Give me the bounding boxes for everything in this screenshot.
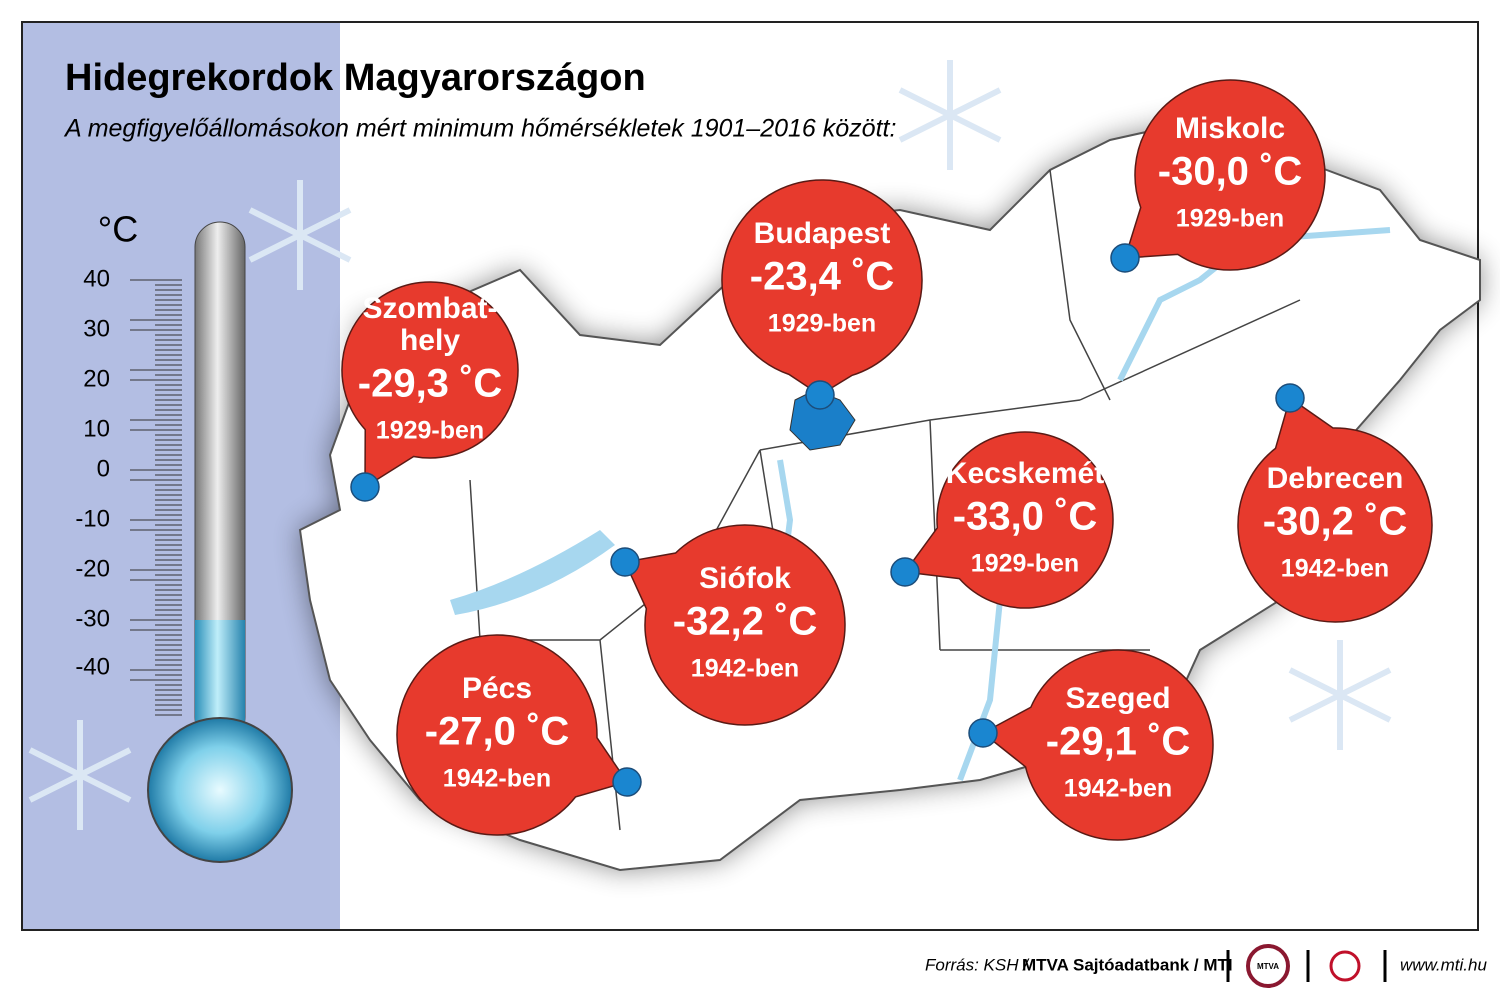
logo xyxy=(1246,944,1290,988)
city-name: Pécs xyxy=(462,672,532,705)
station-dot xyxy=(610,547,640,577)
bubble xyxy=(396,634,629,836)
tick-marks xyxy=(130,279,182,716)
city-marker: Szeged -29,1 ˚C 1942-ben xyxy=(968,649,1214,841)
title: Hidegrekordok Magyarországon xyxy=(65,57,646,99)
station-dot xyxy=(968,718,998,748)
city-name: Budapest xyxy=(754,217,891,250)
source-prefix: Forrás: KSH / xyxy=(925,955,1030,974)
scale-label: -10 xyxy=(75,505,110,532)
year: 1942-ben xyxy=(691,655,799,683)
bubble xyxy=(1237,396,1433,623)
city-marker: Budapest -23,4 ˚C 1929-ben xyxy=(721,179,923,410)
city-marker: Debrecen -30,2 ˚C 1942-ben xyxy=(1237,383,1433,623)
city-marker: Siófok -32,2 ˚C 1942-ben xyxy=(610,524,846,726)
year: 1942-ben xyxy=(1064,775,1172,803)
year: 1929-ben xyxy=(768,310,876,338)
city-name: Kecskemét xyxy=(946,457,1104,490)
city-name: hely xyxy=(400,324,460,357)
city-name: Szeged xyxy=(1065,682,1170,715)
year: 1929-ben xyxy=(376,417,484,445)
station-dot xyxy=(1110,243,1140,273)
bubble xyxy=(721,179,923,396)
temperature: -29,3 ˚C xyxy=(358,362,503,406)
mti-logo xyxy=(1329,950,1361,982)
year: 1942-ben xyxy=(1281,555,1389,583)
bubble xyxy=(623,524,846,726)
scale-label: -40 xyxy=(75,653,110,680)
year: 1929-ben xyxy=(971,550,1079,578)
bubble xyxy=(903,431,1114,609)
year: 1942-ben xyxy=(443,765,551,793)
city-name: Szombat- xyxy=(363,292,498,325)
scale-label: 30 xyxy=(83,315,110,342)
source-main: MTVA Sajtóadatbank / MTI xyxy=(1022,955,1233,974)
subtitle: A megfigyelőállomásokon mért minimum hőm… xyxy=(63,115,896,143)
thermometer-bulb xyxy=(147,717,293,863)
scale-label: 20 xyxy=(83,365,110,392)
temperature: -30,2 ˚C xyxy=(1263,500,1408,544)
balaton xyxy=(450,530,615,615)
bubble xyxy=(1123,79,1326,271)
temperature: -27,0 ˚C xyxy=(425,710,570,754)
city-marker: Miskolc -30,0 ˚C 1929-ben xyxy=(1110,79,1326,273)
station-dot xyxy=(890,557,920,587)
city-marker: Szombat-hely -29,3 ˚C 1929-ben xyxy=(341,281,519,502)
logo-text: MTVA xyxy=(1257,962,1279,971)
scale-label: 0 xyxy=(97,455,110,482)
bubble xyxy=(981,649,1214,841)
url: www.mti.hu xyxy=(1400,955,1487,974)
bubble xyxy=(341,281,519,489)
station-dot xyxy=(1275,383,1305,413)
station-dot xyxy=(612,767,642,797)
temperature: -32,2 ˚C xyxy=(673,600,818,644)
temperature: -30,0 ˚C xyxy=(1158,150,1303,194)
temperature: -23,4 ˚C xyxy=(750,255,895,299)
station-dot xyxy=(805,380,835,410)
scale-label: -20 xyxy=(75,555,110,582)
city-name: Siófok xyxy=(699,562,791,595)
snowflakes xyxy=(28,60,1392,830)
station-dot xyxy=(350,472,380,502)
temperature: -29,1 ˚C xyxy=(1046,720,1191,764)
scale-label: 10 xyxy=(83,415,110,442)
city-marker: Pécs -27,0 ˚C 1942-ben xyxy=(396,634,642,836)
unit: °C xyxy=(98,209,138,250)
city-name: Miskolc xyxy=(1175,112,1285,145)
scale-label: 40 xyxy=(83,265,110,292)
city-name: Debrecen xyxy=(1267,462,1404,495)
scale-label: -30 xyxy=(75,605,110,632)
city-marker: Kecskemét -33,0 ˚C 1929-ben xyxy=(890,431,1114,609)
temperature: -33,0 ˚C xyxy=(953,495,1098,539)
year: 1929-ben xyxy=(1176,205,1284,233)
